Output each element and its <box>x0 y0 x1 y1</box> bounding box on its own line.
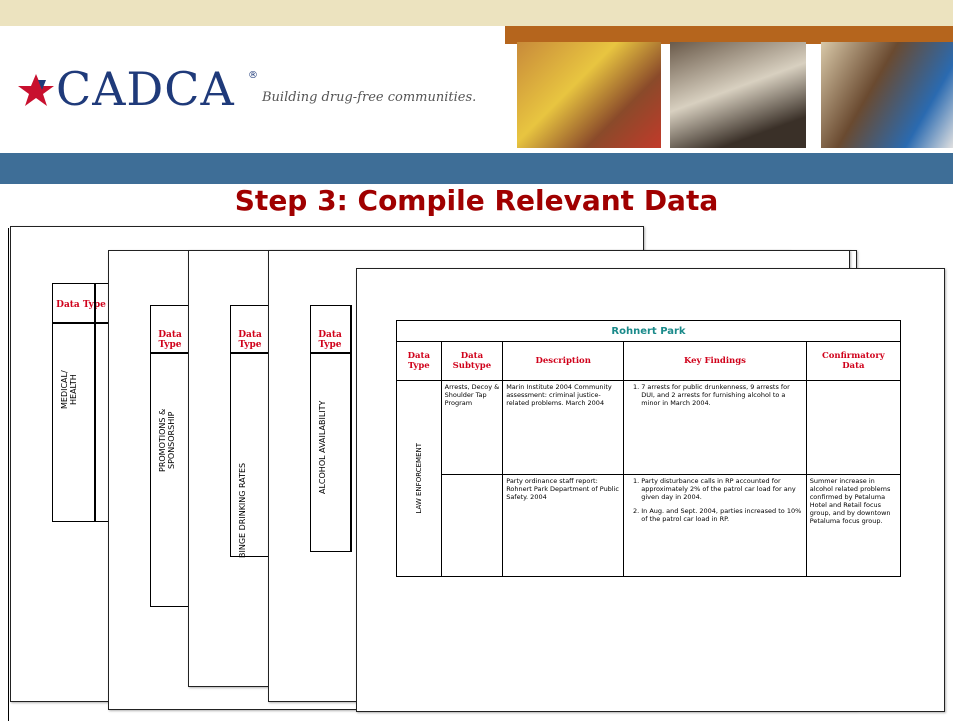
table-row: LAW ENFORCEMENT Arrests, Decoy & Shoulder… <box>396 380 902 577</box>
findings-table: Rohnert Park Data Type Data Subtype Descri… <box>396 320 902 577</box>
table-border <box>150 352 192 354</box>
table-title: Rohnert Park <box>396 320 901 342</box>
confirmatory <box>805 380 902 475</box>
description: Marin Institute 2004 Community assessmen… <box>502 380 625 475</box>
photo-tabs <box>505 26 953 44</box>
type-header: Data Type <box>318 330 342 350</box>
tagline: Building drug-free communities. <box>262 90 477 105</box>
column-header: Confirmatory Data <box>805 341 902 381</box>
data-type: PROMOTIONS & SPONSORSHIP <box>158 408 176 472</box>
table-border <box>310 352 352 354</box>
type-header: Data Type <box>238 330 262 350</box>
logo: CADCA <box>56 62 235 116</box>
key-findings: 7 arrests for public drunkenness, 9 arre… <box>623 380 807 475</box>
description: Party ordinance staff report: Rohnert Pa… <box>502 474 625 577</box>
column-header: Key Findings <box>623 341 807 381</box>
data-type: ALCOHOL AVAILABILITY <box>318 400 327 495</box>
findings-list: Party disturbance calls in RP accounted … <box>627 477 802 523</box>
finding: In Aug. and Sept. 2004, parties increase… <box>641 507 802 523</box>
data-type: BINGE DRINKING RATES <box>238 462 247 558</box>
type-cell: LAW ENFORCEMENT <box>396 380 442 577</box>
key-findings: Party disturbance calls in RP accounted … <box>623 474 807 577</box>
subtype <box>440 474 504 577</box>
table-border <box>52 322 112 324</box>
table-border <box>230 352 272 354</box>
blue-band <box>0 153 953 184</box>
star-logo <box>18 74 54 106</box>
photo <box>670 42 806 148</box>
finding: Party disturbance calls in RP accounted … <box>641 477 802 501</box>
table-row: Party ordinance staff report: Rohnert Pa… <box>397 474 902 577</box>
findings-list: 7 arrests for public drunkenness, 9 arre… <box>627 383 802 407</box>
photo <box>821 42 953 148</box>
registered-mark: ® <box>248 70 258 81</box>
confirmatory: Summer increase in alcohol related probl… <box>805 474 902 577</box>
photo <box>517 42 661 148</box>
data-type: LAW ENFORCEMENT <box>414 443 423 514</box>
top-band <box>0 0 953 26</box>
frame-line <box>8 228 9 721</box>
table-border <box>94 283 96 522</box>
subtype: Arrests, Decoy & Shoulder Tap Program <box>440 380 504 475</box>
slide-title: Step 3: Compile Relevant Data <box>234 184 719 217</box>
type-header: Data Type <box>56 300 106 310</box>
table-border <box>350 305 352 552</box>
finding: 7 arrests for public drunkenness, 9 arre… <box>641 383 802 407</box>
type-header: Data Type <box>158 330 182 350</box>
column-header: Data Subtype <box>440 341 504 381</box>
column-header: Description <box>502 341 625 381</box>
column-header: Data Type <box>396 341 442 381</box>
